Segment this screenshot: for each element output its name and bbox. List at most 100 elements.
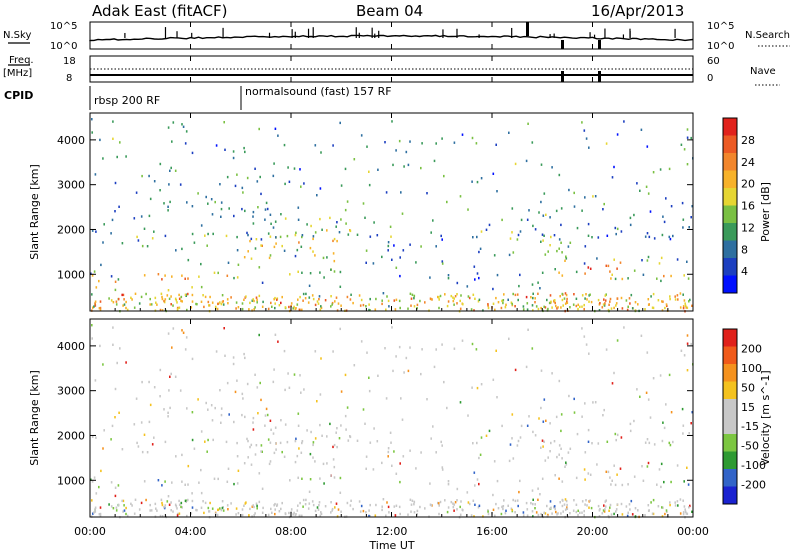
- power-cell: [645, 185, 648, 188]
- power-cell: [409, 140, 411, 143]
- power-cell: [598, 309, 601, 312]
- power-cell: [284, 306, 287, 309]
- power-cell: [669, 237, 672, 241]
- velocity-cell: [556, 455, 558, 459]
- power-cell: [190, 306, 193, 309]
- colorbar-swatch: [723, 451, 737, 470]
- power-cell: [560, 207, 563, 210]
- power-cell: [403, 165, 405, 168]
- velocity-cell: [156, 509, 158, 512]
- velocity-cell: [682, 512, 685, 516]
- power-cell: [387, 244, 390, 248]
- power-cell: [237, 263, 240, 266]
- power-cell: [438, 306, 440, 310]
- power-cell: [525, 295, 528, 299]
- power-cell: [687, 277, 690, 280]
- velocity-cell: [112, 343, 114, 346]
- velocity-cell: [680, 349, 683, 352]
- power-cell: [358, 294, 361, 297]
- power-cell: [630, 293, 633, 297]
- velocity-cell: [652, 377, 655, 380]
- velocity-cell: [333, 476, 336, 479]
- power-cell: [452, 299, 455, 303]
- power-cell: [314, 303, 317, 307]
- velocity-cell: [276, 504, 278, 507]
- power-cell: [290, 302, 293, 305]
- velocity-cell: [191, 357, 194, 361]
- power-cell: [663, 274, 665, 278]
- power-cell: [299, 168, 301, 171]
- velocity-cell: [547, 513, 549, 517]
- velocity-cell: [577, 513, 579, 517]
- velocity-cell: [164, 480, 166, 483]
- velocity-cell: [312, 456, 314, 459]
- power-cell: [175, 299, 178, 302]
- velocity-cell: [662, 506, 664, 509]
- colorbar-swatch: [723, 188, 737, 206]
- velocity-cell: [588, 352, 590, 355]
- power-cell: [467, 208, 469, 211]
- power-cell: [242, 191, 244, 194]
- velocity-cell: [492, 493, 494, 497]
- velocity-cell: [123, 509, 126, 512]
- power-cell: [432, 219, 434, 222]
- power-cell: [320, 305, 322, 308]
- power-cell: [548, 301, 551, 305]
- power-cell: [301, 308, 303, 311]
- velocity-cell: [169, 375, 171, 378]
- power-cell: [226, 298, 229, 301]
- velocity-cell: [256, 504, 258, 508]
- velocity-cell: [674, 504, 677, 507]
- velocity-cell: [657, 505, 660, 508]
- velocity-cell: [597, 504, 600, 508]
- velocity-cell: [95, 436, 97, 439]
- power-cell: [318, 295, 321, 298]
- power-cell: [558, 173, 561, 177]
- time-tick-label: 12:00: [376, 525, 408, 538]
- power-cell: [480, 230, 483, 233]
- power-cell: [331, 303, 333, 306]
- power-cell: [273, 245, 276, 249]
- velocity-cell: [681, 407, 684, 411]
- power-cell: [544, 306, 547, 309]
- velocity-cell: [459, 513, 462, 516]
- power-cell: [360, 298, 363, 302]
- velocity-cell: [621, 513, 624, 516]
- velocity-cell: [472, 442, 474, 445]
- power-cell: [99, 308, 102, 312]
- colorbar-swatch: [723, 381, 737, 400]
- colorbar-frame: [722, 328, 738, 505]
- velocity-cell: [115, 509, 118, 512]
- time-tick-label: 08:00: [275, 525, 307, 538]
- power-cell: [213, 271, 216, 274]
- power-cell: [273, 162, 275, 165]
- power-cell: [387, 249, 389, 252]
- power-cell: [389, 225, 392, 228]
- velocity-cell: [591, 442, 593, 445]
- power-cell: [555, 304, 557, 308]
- power-cell: [616, 133, 619, 136]
- power-cell: [573, 205, 576, 208]
- power-cell: [303, 182, 305, 185]
- velocity-cell: [175, 505, 178, 508]
- power-cell: [281, 244, 283, 248]
- velocity-cell: [679, 512, 682, 515]
- power-cell: [95, 286, 98, 289]
- power-cell: [91, 274, 94, 277]
- velocity-cell: [304, 503, 307, 506]
- power-cell: [319, 271, 321, 274]
- power-cell: [220, 201, 223, 204]
- velocity-cell: [543, 440, 545, 443]
- velocity-cell: [454, 501, 457, 504]
- velocity-cell: [555, 415, 558, 419]
- velocity-cell: [217, 477, 219, 481]
- power-cell: [453, 303, 455, 306]
- power-cell: [472, 293, 475, 296]
- power-cell: [198, 275, 200, 278]
- velocity-cell: [275, 442, 277, 445]
- power-cell: [212, 232, 214, 236]
- power-cell: [185, 130, 188, 133]
- power-cell: [146, 245, 149, 248]
- freq-gap-marker: [598, 71, 601, 82]
- power-cell: [566, 300, 568, 303]
